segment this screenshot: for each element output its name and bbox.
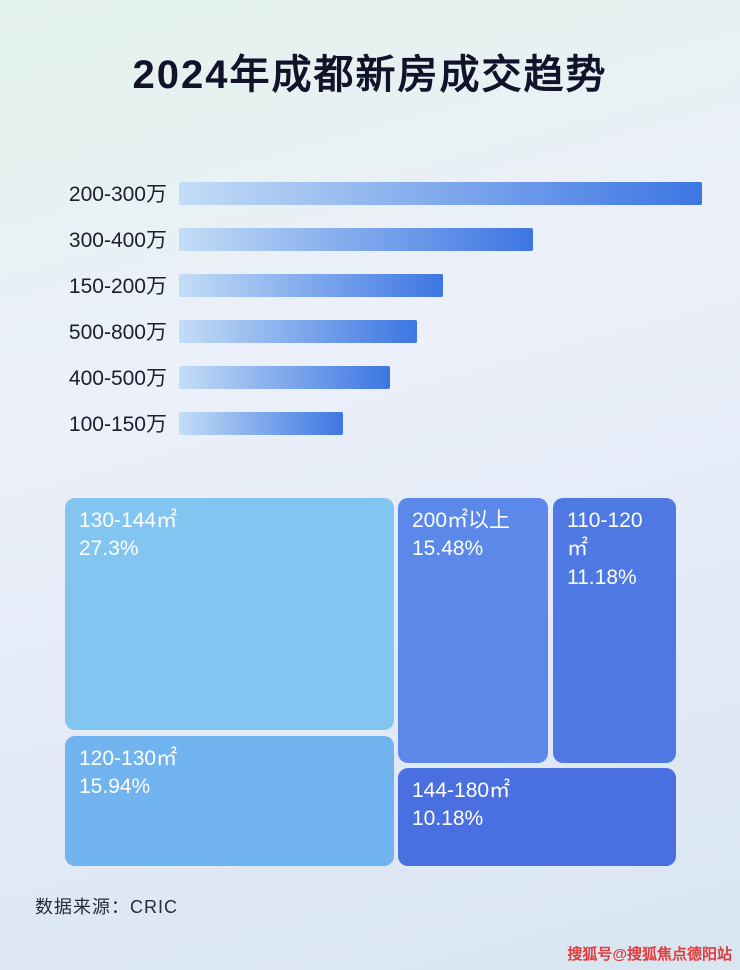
bar [179, 273, 443, 297]
bar-category-label: 150-200万 [68, 275, 167, 298]
treemap-block-percent: 10.18% [412, 807, 484, 831]
treemap-block: 110-120㎡ 11.18% [553, 498, 676, 763]
bar-row: 100-150万 [35, 400, 707, 446]
treemap-block-label: 120-130㎡ [79, 747, 178, 770]
watermark-text: 搜狐号@搜狐焦点德阳站 [567, 946, 732, 963]
treemap-block-percent: 15.94% [79, 775, 151, 799]
area-share-treemap: 130-144㎡ 27.3% 200㎡以上 15.48% 110-120㎡ 11… [65, 498, 676, 866]
bar-row: 200-300万 [35, 170, 707, 216]
bar-track [179, 227, 707, 251]
treemap-block-label: 144-180㎡ [412, 779, 511, 802]
bar-row: 150-200万 [35, 262, 707, 308]
data-source-label: 数据来源：CRIC [35, 897, 178, 917]
treemap-block-percent: 11.18% [567, 565, 637, 589]
treemap-block-label: 200㎡以上 [412, 509, 511, 532]
bar-track [179, 411, 707, 435]
bar-row: 500-800万 [35, 308, 707, 354]
treemap-block: 200㎡以上 15.48% [398, 498, 548, 763]
treemap-block-percent: 27.3% [79, 537, 139, 561]
bar-category-label: 200-300万 [68, 183, 167, 206]
bar-track [179, 319, 707, 343]
treemap-block: 130-144㎡ 27.3% [65, 498, 394, 730]
bar-category-label: 100-150万 [68, 413, 167, 436]
bar-row: 400-500万 [35, 354, 707, 400]
bar [179, 181, 702, 205]
bar [179, 319, 417, 343]
bar [179, 227, 533, 251]
bar-row: 300-400万 [35, 216, 707, 262]
treemap-block-percent: 15.48% [412, 537, 484, 561]
bar [179, 365, 391, 389]
bar [179, 411, 343, 435]
page-title: 2024年成都新房成交趋势 [132, 53, 608, 97]
bar-track [179, 273, 707, 297]
price-range-bar-chart: 200-300万 300-400万 150-200万 500-800万 400-… [35, 170, 707, 446]
bar-category-label: 500-800万 [68, 321, 167, 344]
treemap-block-label: 110-120㎡ [567, 509, 643, 561]
bar-category-label: 300-400万 [68, 229, 167, 252]
bar-track [179, 365, 707, 389]
treemap-block: 120-130㎡ 15.94% [65, 736, 394, 866]
treemap-block-label: 130-144㎡ [79, 509, 178, 532]
bar-track [179, 181, 707, 205]
treemap-block: 144-180㎡ 10.18% [398, 768, 676, 866]
bar-category-label: 400-500万 [68, 367, 167, 390]
